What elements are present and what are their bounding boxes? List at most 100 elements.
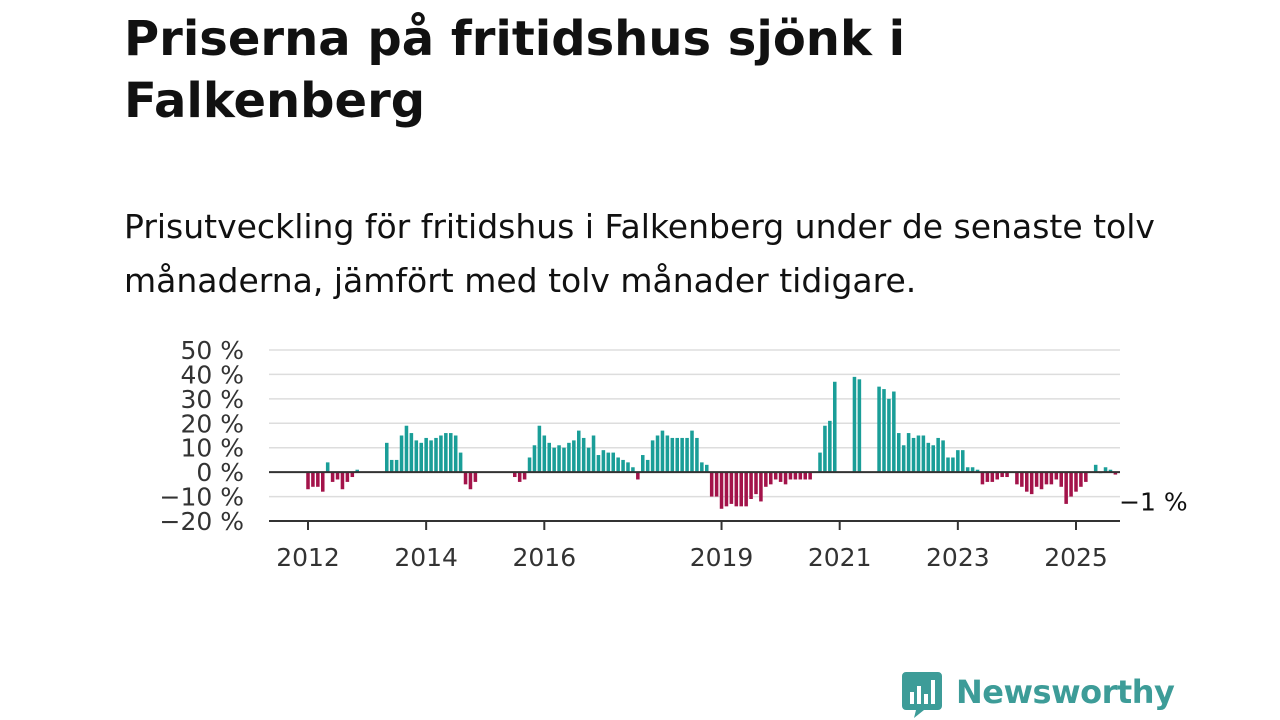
- bar: [350, 472, 355, 478]
- bar: [1074, 472, 1078, 492]
- bar: [926, 442, 931, 473]
- bar: [769, 472, 773, 485]
- bar: [458, 452, 463, 473]
- y-tick-label: 50 %: [180, 336, 244, 365]
- bar: [414, 440, 419, 473]
- x-tick-label: 2012: [276, 543, 340, 572]
- bar: [877, 386, 881, 473]
- bar: [660, 430, 665, 473]
- bar: [857, 379, 862, 473]
- bar: [335, 472, 340, 480]
- bar: [670, 437, 675, 473]
- bar: [399, 435, 404, 473]
- bar: [429, 440, 433, 473]
- bars: [306, 376, 1118, 509]
- bar: [803, 472, 807, 480]
- x-tick-label: 2021: [808, 543, 872, 572]
- bar: [1049, 472, 1054, 485]
- bar: [764, 472, 768, 487]
- bar: [695, 437, 699, 473]
- bar: [463, 472, 468, 485]
- bar: [1000, 472, 1004, 478]
- bar: [453, 435, 458, 473]
- bar: [1005, 472, 1009, 478]
- bar: [596, 455, 601, 473]
- y-tick-label: 30 %: [180, 385, 244, 414]
- x-tick-label: 2014: [394, 543, 458, 572]
- bar: [793, 472, 798, 480]
- bar: [739, 472, 743, 507]
- y-tick-label: 40 %: [180, 360, 244, 389]
- bar: [1108, 469, 1113, 473]
- bar: [581, 437, 586, 473]
- bar: [321, 472, 325, 492]
- bar: [675, 437, 679, 473]
- chart-title: Priserna på fritidshus sjönk i Falkenber…: [124, 11, 906, 129]
- x-tick-label: 2019: [690, 543, 754, 572]
- bar: [547, 442, 551, 473]
- bar: [626, 462, 630, 473]
- bar: [892, 391, 896, 473]
- bar: [783, 472, 788, 485]
- bar: [1084, 472, 1088, 482]
- bar: [1039, 472, 1044, 490]
- tick-labels: 50 %40 %30 %20 %10 %0 %−10 %−20 % 2012 201…: [160, 336, 1188, 572]
- bar: [729, 472, 734, 504]
- bar: [1044, 472, 1049, 485]
- bar: [631, 467, 635, 473]
- bar: [655, 435, 660, 473]
- bar: [724, 472, 729, 507]
- bar: [808, 472, 812, 480]
- bar: [985, 472, 990, 482]
- bar: [385, 442, 389, 473]
- bar: [754, 472, 758, 495]
- bar: [965, 467, 970, 473]
- bar: [887, 398, 891, 473]
- bar: [916, 435, 921, 473]
- bar: [798, 472, 803, 480]
- bar: [946, 457, 950, 473]
- bar: [906, 433, 911, 473]
- bar: [355, 469, 359, 473]
- bar: [404, 425, 409, 473]
- bar: [409, 433, 414, 473]
- bar: [641, 455, 645, 473]
- y-tick-label: 20 %: [180, 409, 244, 438]
- x-tick-label: 2025: [1044, 543, 1108, 572]
- bar: [537, 425, 542, 473]
- bar: [901, 445, 906, 473]
- bar: [759, 472, 763, 502]
- bar: [439, 435, 443, 473]
- bar: [680, 437, 684, 473]
- bar: [980, 472, 985, 485]
- bar: [1029, 472, 1034, 495]
- bar: [897, 433, 901, 473]
- bar: [951, 457, 955, 473]
- bar: [449, 433, 453, 473]
- axes: [269, 471, 1120, 530]
- bar-chart: 50 %40 %30 %20 %10 %0 %−10 %−20 % 2012 201…: [160, 336, 1188, 572]
- bar: [513, 472, 517, 478]
- y-tick-label: 10 %: [180, 434, 244, 463]
- x-tick-label: 2023: [926, 543, 990, 572]
- bar: [690, 430, 694, 473]
- bar: [828, 420, 832, 473]
- bar: [468, 472, 473, 490]
- bar: [586, 447, 591, 473]
- bar: [577, 430, 581, 473]
- y-tick-label: −20 %: [160, 507, 244, 536]
- bar: [601, 450, 606, 473]
- brand-name: Newsworthy: [956, 673, 1175, 711]
- bar: [1079, 472, 1083, 487]
- bar: [1059, 472, 1063, 487]
- bar: [936, 437, 940, 473]
- bar: [645, 459, 650, 473]
- bar: [1064, 472, 1068, 504]
- bar: [389, 459, 394, 473]
- bar: [709, 472, 714, 497]
- newsworthy-logo: Newsworthy: [902, 670, 1175, 718]
- bar: [616, 457, 620, 473]
- bar: [606, 452, 611, 473]
- bar: [961, 450, 965, 473]
- bar: [567, 442, 571, 473]
